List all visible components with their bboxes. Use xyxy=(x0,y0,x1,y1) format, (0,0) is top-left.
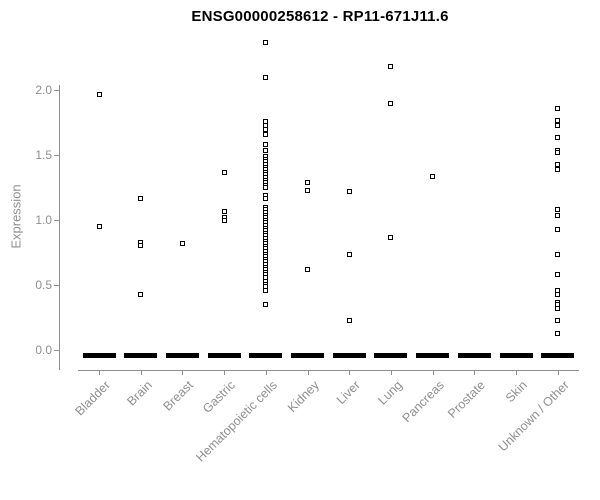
data-point xyxy=(555,122,561,128)
data-point xyxy=(305,267,310,273)
data-point xyxy=(96,91,102,97)
zero-expression-cluster xyxy=(499,353,533,358)
zero-expression-cluster xyxy=(82,353,116,358)
data-point xyxy=(555,306,561,312)
data-point xyxy=(263,288,269,293)
data-point xyxy=(305,187,310,193)
data-point xyxy=(96,224,102,230)
y-tick xyxy=(54,350,59,352)
y-tick-label: 0.0 xyxy=(35,343,52,358)
data-point xyxy=(388,234,394,240)
x-tick xyxy=(432,370,434,375)
zero-expression-cluster xyxy=(332,353,366,358)
data-point xyxy=(555,161,561,167)
data-point xyxy=(555,291,561,297)
data-point xyxy=(555,207,561,213)
y-tick xyxy=(54,285,59,287)
data-point xyxy=(263,132,269,137)
data-point xyxy=(221,169,227,175)
zero-expression-cluster xyxy=(124,353,158,358)
y-tick xyxy=(54,90,59,92)
data-point xyxy=(555,317,561,323)
data-point xyxy=(263,126,269,132)
data-point xyxy=(555,106,561,111)
zero-expression-cluster xyxy=(249,353,283,358)
data-point xyxy=(555,272,561,278)
zero-expression-cluster xyxy=(374,353,408,358)
data-point xyxy=(555,330,561,336)
data-point xyxy=(555,150,561,156)
data-point xyxy=(138,195,144,201)
data-point xyxy=(388,64,394,70)
x-tick xyxy=(516,370,517,375)
x-tick xyxy=(140,370,142,375)
zero-expression-cluster xyxy=(457,353,491,358)
y-tick-label: 0.5 xyxy=(35,278,52,293)
x-axis-line xyxy=(78,370,579,371)
zero-expression-cluster xyxy=(291,353,324,358)
data-point xyxy=(555,226,561,232)
y-tick-label: 1.5 xyxy=(35,148,52,163)
y-tick xyxy=(54,155,59,157)
data-point xyxy=(346,251,352,257)
data-point xyxy=(263,195,269,201)
x-tick xyxy=(390,370,392,375)
zero-expression-cluster xyxy=(541,353,575,358)
x-tick xyxy=(99,370,100,375)
data-point xyxy=(555,251,561,257)
y-tick-label: 1.0 xyxy=(35,213,52,228)
data-point xyxy=(555,134,561,140)
data-point xyxy=(555,212,561,218)
data-point xyxy=(305,180,310,186)
y-tick-label: 2.0 xyxy=(35,83,52,98)
zero-expression-cluster xyxy=(207,353,241,358)
data-point xyxy=(263,302,269,308)
data-point xyxy=(430,173,436,179)
data-point xyxy=(138,291,144,297)
data-point xyxy=(388,100,394,106)
x-tick xyxy=(265,370,267,375)
x-tick xyxy=(557,370,559,375)
data-point xyxy=(263,185,269,191)
zero-expression-cluster xyxy=(416,353,450,358)
x-tick xyxy=(474,370,476,375)
data-point xyxy=(263,39,269,45)
data-point xyxy=(263,74,269,80)
zero-expression-cluster xyxy=(165,353,199,358)
y-axis-line xyxy=(59,85,60,370)
data-point xyxy=(221,217,227,223)
data-point xyxy=(346,189,352,195)
x-tick xyxy=(224,370,226,375)
data-point xyxy=(555,117,561,123)
data-point xyxy=(221,208,227,214)
y-tick xyxy=(54,220,59,222)
x-tick xyxy=(182,370,184,375)
data-point xyxy=(263,142,269,148)
data-point xyxy=(555,167,561,173)
data-point xyxy=(138,242,144,248)
data-point xyxy=(179,241,185,247)
data-point xyxy=(346,317,352,323)
data-point xyxy=(263,147,269,153)
x-tick xyxy=(307,370,309,375)
x-tick xyxy=(349,370,351,375)
chart-title: ENSG00000258612 - RP11-671J11.6 xyxy=(191,8,449,25)
